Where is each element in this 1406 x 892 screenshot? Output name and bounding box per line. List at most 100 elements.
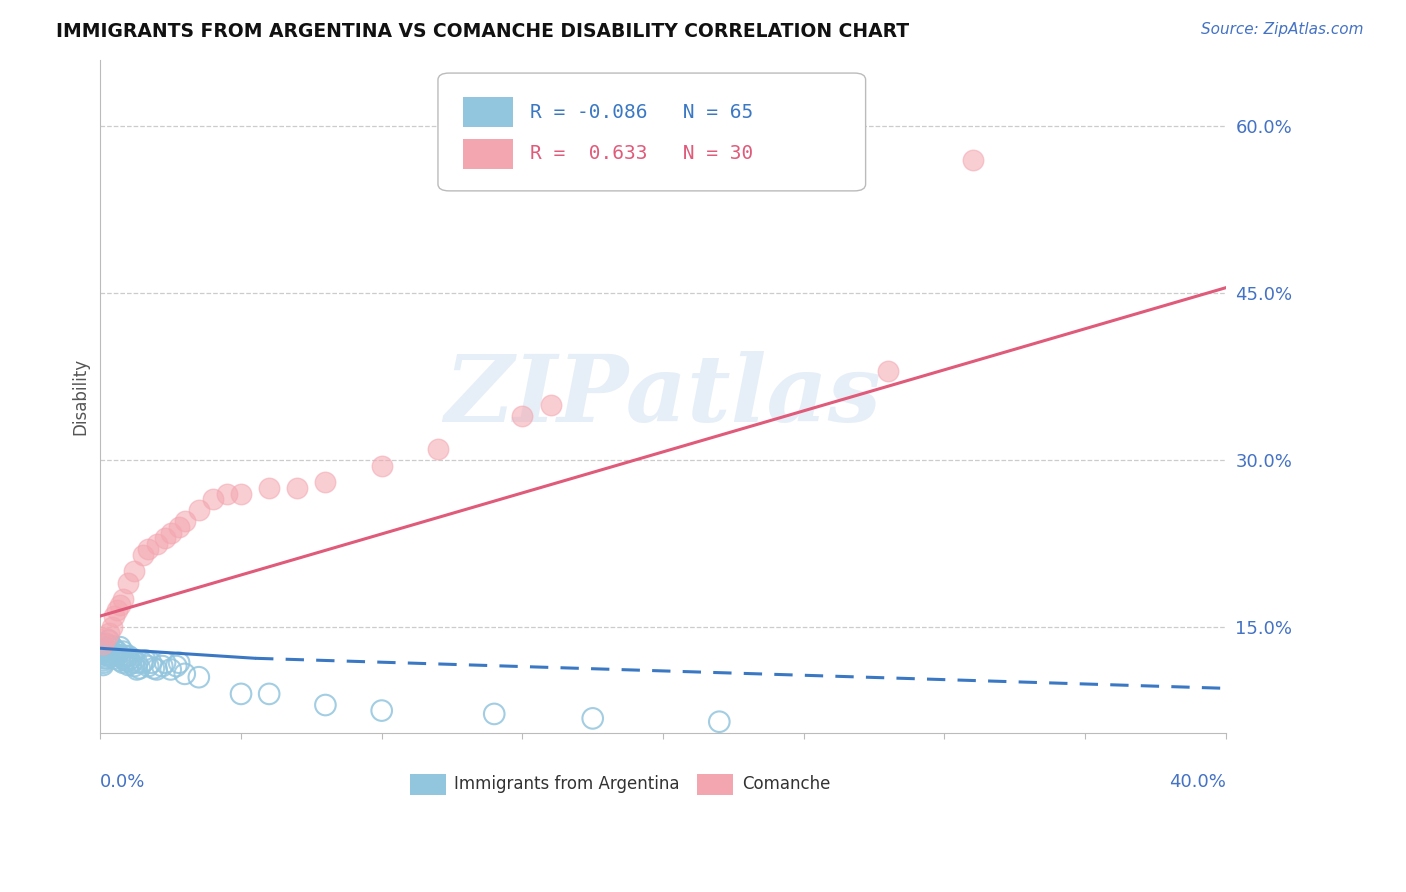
Point [91, 653, 114, 667]
Point [159, 662, 181, 676]
Point [512, 409, 534, 423]
Point [484, 706, 506, 721]
Point [128, 661, 150, 675]
Point [877, 364, 900, 378]
Point [97, 645, 120, 659]
Point [94, 632, 117, 646]
Point [108, 640, 131, 655]
Point [94, 651, 117, 665]
Point [100, 646, 122, 660]
Point [159, 525, 181, 540]
Point [103, 651, 125, 665]
Point [117, 653, 139, 667]
Point [94, 642, 117, 657]
Point [94, 637, 117, 651]
Point [187, 503, 209, 517]
Text: R =  0.633   N = 30: R = 0.633 N = 30 [530, 145, 754, 163]
Point [125, 662, 148, 676]
Point [173, 666, 195, 681]
Point [167, 656, 190, 670]
Point [91, 651, 114, 665]
Y-axis label: Disability: Disability [72, 358, 89, 434]
Point [111, 651, 134, 665]
Text: 0.0%: 0.0% [100, 773, 146, 791]
Point [108, 653, 131, 667]
Text: ZIPatlas: ZIPatlas [444, 351, 882, 442]
Point [122, 653, 145, 667]
Text: Comanche: Comanche [742, 775, 830, 793]
Point [103, 642, 125, 657]
Point [153, 531, 176, 545]
Text: Source: ZipAtlas.com: Source: ZipAtlas.com [1201, 22, 1364, 37]
Point [111, 592, 134, 607]
Point [229, 486, 252, 500]
Point [145, 536, 167, 550]
Point [105, 603, 128, 617]
Point [120, 651, 142, 665]
Point [117, 648, 139, 663]
Point [139, 656, 162, 670]
Point [962, 153, 984, 167]
Text: R = -0.086   N = 65: R = -0.086 N = 65 [530, 103, 754, 121]
Point [257, 687, 280, 701]
Point [111, 645, 134, 659]
Point [173, 515, 195, 529]
Point [370, 704, 392, 718]
Point [117, 575, 139, 590]
FancyBboxPatch shape [463, 97, 513, 128]
Point [257, 481, 280, 495]
Point [165, 659, 187, 673]
Point [125, 656, 148, 670]
Point [105, 645, 128, 659]
Point [100, 639, 122, 653]
FancyBboxPatch shape [697, 774, 733, 796]
Point [100, 648, 122, 663]
Point [370, 458, 392, 473]
Point [540, 398, 562, 412]
Point [94, 648, 117, 662]
Point [142, 661, 165, 675]
Point [134, 653, 156, 667]
Point [91, 657, 114, 672]
Point [122, 659, 145, 673]
Point [94, 645, 117, 659]
Point [91, 640, 114, 655]
Point [100, 620, 122, 634]
Point [187, 670, 209, 684]
Point [285, 481, 308, 495]
Point [150, 659, 173, 673]
Point [91, 645, 114, 659]
Text: 40.0%: 40.0% [1168, 773, 1226, 791]
Point [136, 542, 159, 557]
Point [114, 648, 136, 663]
Point [122, 565, 145, 579]
Point [103, 609, 125, 624]
Point [136, 659, 159, 673]
FancyBboxPatch shape [437, 73, 866, 191]
Point [114, 653, 136, 667]
Point [709, 714, 731, 729]
Point [97, 648, 120, 662]
Point [131, 548, 153, 562]
Point [91, 642, 114, 657]
Point [117, 657, 139, 672]
Point [97, 625, 120, 640]
Point [97, 640, 120, 655]
Point [108, 648, 131, 663]
Point [153, 656, 176, 670]
Point [91, 648, 114, 663]
Point [103, 647, 125, 661]
Text: IMMIGRANTS FROM ARGENTINA VS COMANCHE DISABILITY CORRELATION CHART: IMMIGRANTS FROM ARGENTINA VS COMANCHE DI… [56, 22, 910, 41]
Text: Immigrants from Argentina: Immigrants from Argentina [454, 775, 679, 793]
Point [91, 638, 114, 652]
Point [131, 656, 153, 670]
Point [111, 656, 134, 670]
Point [97, 633, 120, 648]
Point [426, 442, 449, 456]
FancyBboxPatch shape [463, 139, 513, 169]
Point [314, 698, 336, 712]
FancyBboxPatch shape [409, 774, 446, 796]
Point [229, 687, 252, 701]
Point [105, 648, 128, 662]
Point [167, 520, 190, 534]
